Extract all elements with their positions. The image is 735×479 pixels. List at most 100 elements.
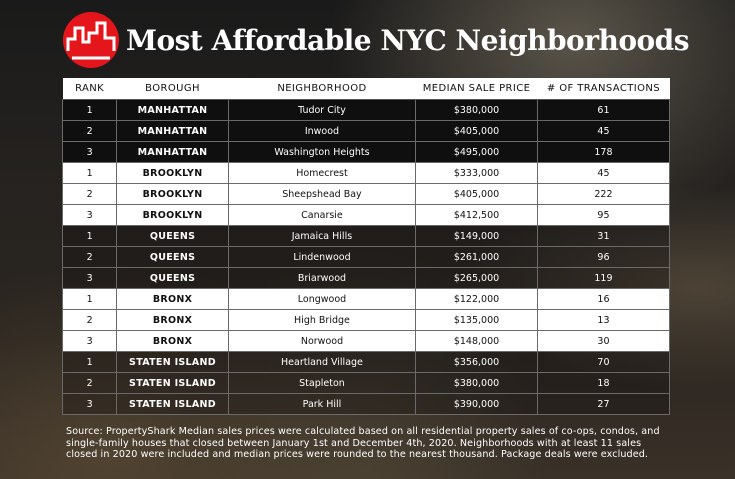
header-median-sale-price: MEDIAN SALE PRICE (415, 78, 538, 100)
cell-median-price: $405,000 (415, 120, 538, 142)
cell-borough: MANHATTAN (116, 120, 229, 142)
cell-rank: 2 (61, 372, 118, 394)
cell-rank: 2 (61, 309, 118, 331)
table-row: 2 STATEN ISLAND Stapleton $380,000 18 (61, 372, 671, 394)
page-title: Most Affordable NYC Neighborhoods (126, 23, 690, 57)
cell-rank: 3 (61, 330, 118, 352)
cell-neighborhood: High Bridge (227, 309, 417, 331)
table-header-row: RANK BOROUGH NEIGHBORHOOD MEDIAN SALE PR… (62, 78, 670, 100)
cell-neighborhood: Stapleton (227, 372, 417, 394)
header-transactions: # OF TRANSACTIONS (537, 78, 670, 100)
cell-transactions: 18 (536, 372, 671, 394)
cell-transactions: 45 (536, 120, 671, 142)
cell-median-price: $380,000 (415, 99, 538, 121)
table-row: 2 QUEENS Lindenwood $261,000 96 (61, 246, 671, 268)
cell-transactions: 27 (536, 393, 671, 415)
cell-borough: BROOKLYN (116, 204, 229, 226)
cell-rank: 1 (61, 225, 118, 247)
cell-borough: STATEN ISLAND (116, 372, 229, 394)
cell-transactions: 96 (536, 246, 671, 268)
cell-rank: 1 (61, 288, 118, 310)
cell-neighborhood: Washington Heights (227, 141, 417, 163)
cell-borough: QUEENS (116, 267, 229, 289)
cell-neighborhood: Longwood (227, 288, 417, 310)
cell-transactions: 178 (536, 141, 671, 163)
cell-rank: 2 (61, 246, 118, 268)
table-row: 3 BROOKLYN Canarsie $412,500 95 (61, 204, 671, 226)
table-row: 2 BRONX High Bridge $135,000 13 (61, 309, 671, 331)
cell-transactions: 45 (536, 162, 671, 184)
cell-rank: 1 (61, 351, 118, 373)
cell-neighborhood: Canarsie (227, 204, 417, 226)
buildings-logo-icon (63, 12, 119, 68)
header-borough: BOROUGH (116, 78, 229, 100)
cell-rank: 2 (61, 183, 118, 205)
cell-neighborhood: Park Hill (227, 393, 417, 415)
cell-borough: BRONX (116, 330, 229, 352)
cell-neighborhood: Tudor City (227, 99, 417, 121)
cell-borough: STATEN ISLAND (116, 393, 229, 415)
cell-neighborhood: Heartland Village (227, 351, 417, 373)
cell-rank: 3 (61, 204, 118, 226)
cell-borough: BROOKLYN (116, 162, 229, 184)
cell-median-price: $333,000 (415, 162, 538, 184)
header: Most Affordable NYC Neighborhoods (62, 10, 690, 70)
table-row: 2 BROOKLYN Sheepshead Bay $405,000 222 (61, 183, 671, 205)
table-row: 1 MANHATTAN Tudor City $380,000 61 (61, 99, 671, 121)
table-row: 1 BRONX Longwood $122,000 16 (61, 288, 671, 310)
table-body: 1 MANHATTAN Tudor City $380,000 61 2 MANHATTAN… (61, 99, 671, 415)
cell-borough: MANHATTAN (116, 141, 229, 163)
cell-transactions: 30 (536, 330, 671, 352)
cell-transactions: 61 (536, 99, 671, 121)
cell-median-price: $495,000 (415, 141, 538, 163)
cell-median-price: $356,000 (415, 351, 538, 373)
cell-rank: 3 (61, 393, 118, 415)
cell-rank: 3 (61, 267, 118, 289)
cell-borough: MANHATTAN (116, 99, 229, 121)
cell-neighborhood: Briarwood (227, 267, 417, 289)
cell-transactions: 70 (536, 351, 671, 373)
table-row: 1 BROOKLYN Homecrest $333,000 45 (61, 162, 671, 184)
header-rank: RANK (62, 78, 117, 100)
cell-borough: BRONX (116, 309, 229, 331)
cell-transactions: 222 (536, 183, 671, 205)
table-row: 1 STATEN ISLAND Heartland Village $356,000 7… (61, 351, 671, 373)
cell-transactions: 31 (536, 225, 671, 247)
cell-median-price: $390,000 (415, 393, 538, 415)
cell-median-price: $405,000 (415, 183, 538, 205)
cell-neighborhood: Sheepshead Bay (227, 183, 417, 205)
cell-transactions: 119 (536, 267, 671, 289)
cell-rank: 1 (61, 99, 118, 121)
header-neighborhood: NEIGHBORHOOD (228, 78, 416, 100)
cell-transactions: 13 (536, 309, 671, 331)
table-row: 3 QUEENS Briarwood $265,000 119 (61, 267, 671, 289)
cell-borough: QUEENS (116, 225, 229, 247)
cell-median-price: $149,000 (415, 225, 538, 247)
neighborhood-table: RANK BOROUGH NEIGHBORHOOD MEDIAN SALE PR… (61, 78, 671, 415)
cell-median-price: $148,000 (415, 330, 538, 352)
cell-median-price: $135,000 (415, 309, 538, 331)
cell-neighborhood: Lindenwood (227, 246, 417, 268)
cell-neighborhood: Homecrest (227, 162, 417, 184)
table-row: 1 QUEENS Jamaica Hills $149,000 31 (61, 225, 671, 247)
cell-transactions: 16 (536, 288, 671, 310)
table-row: 2 MANHATTAN Inwood $405,000 45 (61, 120, 671, 142)
cell-median-price: $380,000 (415, 372, 538, 394)
table-row: 3 STATEN ISLAND Park Hill $390,000 27 (61, 393, 671, 415)
cell-borough: BROOKLYN (116, 183, 229, 205)
cell-neighborhood: Norwood (227, 330, 417, 352)
cell-neighborhood: Jamaica Hills (227, 225, 417, 247)
cell-rank: 3 (61, 141, 118, 163)
table-row: 3 BRONX Norwood $148,000 30 (61, 330, 671, 352)
cell-transactions: 95 (536, 204, 671, 226)
cell-borough: STATEN ISLAND (116, 351, 229, 373)
cell-borough: QUEENS (116, 246, 229, 268)
cell-median-price: $261,000 (415, 246, 538, 268)
table-row: 3 MANHATTAN Washington Heights $495,000 178 (61, 141, 671, 163)
cell-rank: 2 (61, 120, 118, 142)
cell-neighborhood: Inwood (227, 120, 417, 142)
cell-rank: 1 (61, 162, 118, 184)
cell-median-price: $412,500 (415, 204, 538, 226)
cell-median-price: $265,000 (415, 267, 538, 289)
cell-borough: BRONX (116, 288, 229, 310)
